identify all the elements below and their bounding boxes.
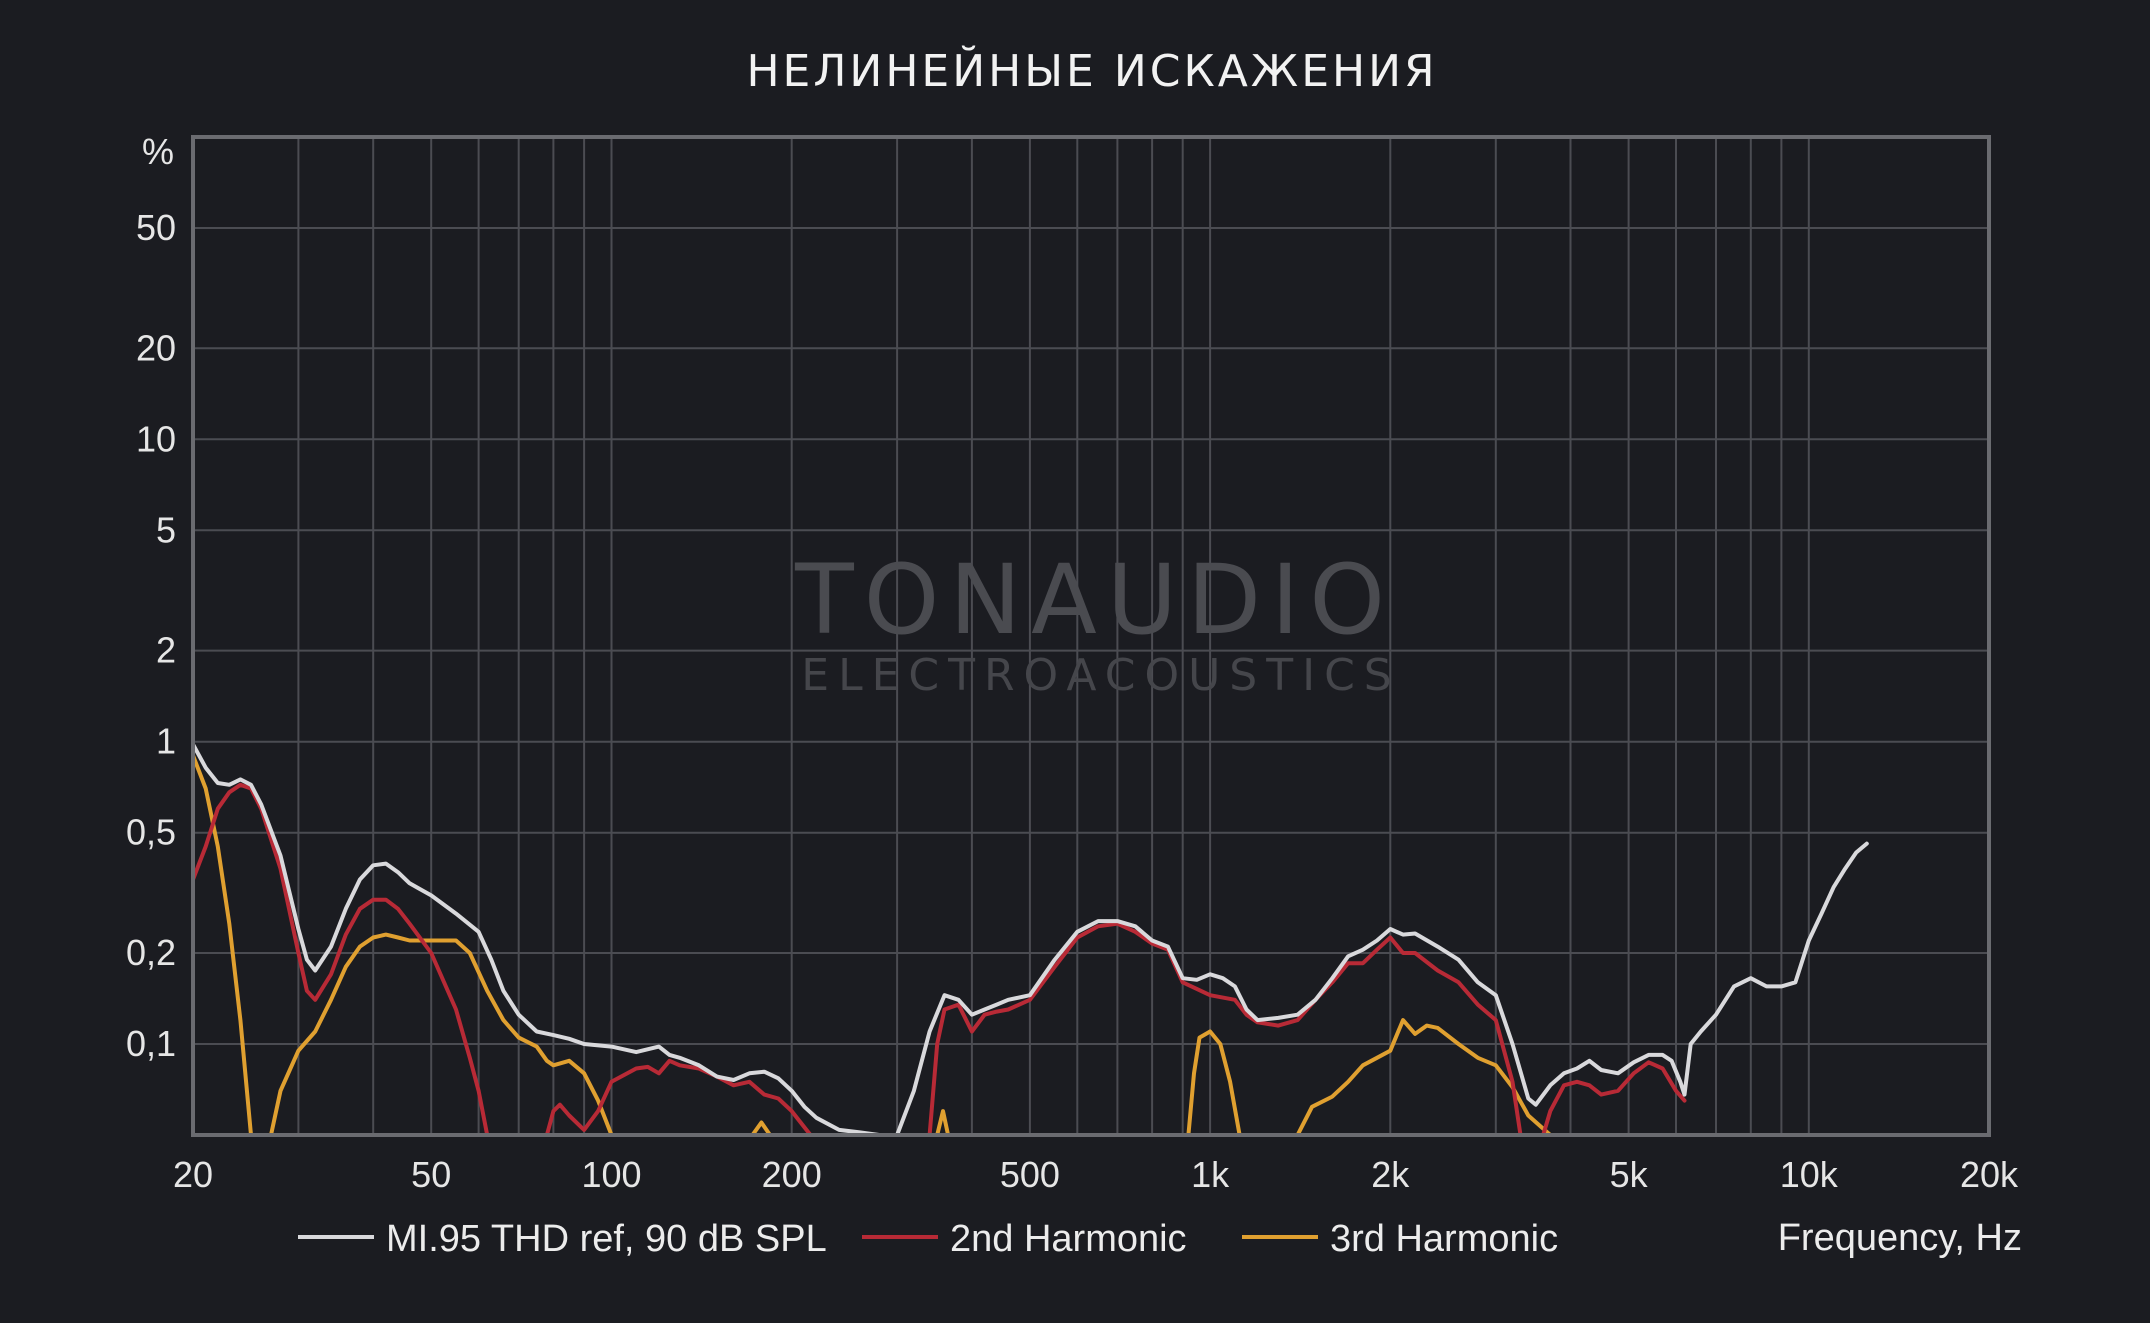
x-tick-label: 20k (1960, 1154, 2019, 1195)
series-layer (193, 742, 1869, 1135)
legend: MI.95 THD ref, 90 dB SPL 2nd Harmonic 3rd … (298, 1218, 1558, 1260)
y-tick-label: 5 (156, 509, 176, 550)
legend-label-1: 2nd Harmonic (950, 1218, 1187, 1260)
x-tick-label: 10k (1780, 1154, 1839, 1195)
x-tick-label: 1k (1191, 1154, 1230, 1195)
x-axis-ticks: 20 50 100 200 500 1k 2k 5k 10k 20k (173, 1154, 2019, 1195)
x-tick-label: 100 (581, 1154, 641, 1195)
x-tick-label: 5k (1610, 1154, 1649, 1195)
plot-frame (191, 135, 1991, 1137)
series-line-0 (193, 742, 1869, 1135)
y-tick-label: 50 (136, 207, 176, 248)
x-tick-label: 500 (1000, 1154, 1060, 1195)
x-tick-label: 20 (173, 1154, 213, 1195)
y-tick-label: 0,1 (126, 1023, 176, 1064)
y-tick-label: 20 (136, 327, 176, 368)
legend-label-2: 3rd Harmonic (1330, 1218, 1558, 1260)
grid (193, 137, 1989, 1135)
y-axis-label: % (142, 131, 174, 172)
y-tick-label: 10 (136, 418, 176, 459)
x-tick-label: 50 (411, 1154, 451, 1195)
legend-label-0: MI.95 THD ref, 90 dB SPL (386, 1218, 827, 1260)
x-axis-label: Frequency, Hz (1778, 1217, 2022, 1259)
x-tick-label: 2k (1371, 1154, 1410, 1195)
y-axis-ticks: 50 20 10 5 2 1 0,5 0,2 0,1 (126, 207, 176, 1064)
watermark-subtitle: ELECTROACOUSTICS (801, 650, 1400, 701)
y-tick-label: 0,5 (126, 812, 176, 853)
series-line-2 (193, 753, 1553, 1135)
watermark: TONAUDIO ELECTROACOUSTICS (794, 544, 1400, 701)
y-tick-label: 0,2 (126, 932, 176, 973)
y-tick-label: 2 (156, 630, 176, 671)
y-tick-label: 1 (156, 721, 176, 762)
chart-title: НЕЛИНЕЙНЫЕ ИСКАЖЕНИЯ (746, 44, 1437, 97)
watermark-logo: TONAUDIO (794, 544, 1395, 656)
series-line-1 (193, 782, 1687, 1135)
x-tick-label: 200 (762, 1154, 822, 1195)
